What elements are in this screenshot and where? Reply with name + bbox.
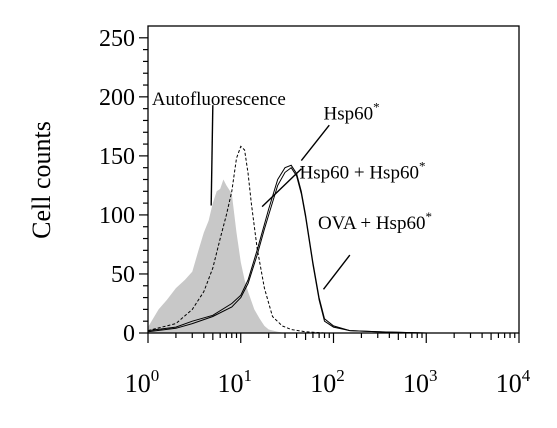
x-tick-label: 103 bbox=[403, 366, 438, 398]
annotation-leader-hsp60-plus-hsp60-star bbox=[261, 168, 302, 208]
y-tick-label: 50 bbox=[111, 262, 135, 288]
y-axis: 0 50 100 150 200 250 bbox=[99, 26, 148, 347]
y-tick-label: 250 bbox=[99, 26, 135, 52]
y-tick-label: 200 bbox=[99, 85, 135, 111]
annotation-autofluorescence: Autofluorescence bbox=[152, 89, 286, 110]
x-axis: 100 101 102 103 104 bbox=[125, 333, 531, 398]
annotation-leader-autofluorescence bbox=[210, 105, 214, 206]
y-axis-label: Cell counts bbox=[27, 121, 56, 239]
annotation-hsp60-star: Hsp60* bbox=[323, 99, 379, 124]
series-hsp60 bbox=[147, 166, 519, 334]
annotation-ova-plus-hsp60-star: OVA + Hsp60* bbox=[318, 209, 432, 234]
y-tick-label: 150 bbox=[99, 144, 135, 170]
annotation-leader-hsp60-star bbox=[300, 124, 330, 162]
series-layer bbox=[147, 145, 519, 334]
x-tick-label: 100 bbox=[125, 366, 160, 398]
series-ova-hsp60 bbox=[147, 164, 519, 334]
y-tick-label: 0 bbox=[123, 321, 135, 347]
x-tick-label: 101 bbox=[218, 366, 253, 398]
annotation-leader-ova-plus-hsp60-star bbox=[322, 254, 351, 290]
annotation-hsp60-plus-hsp60-star: Hsp60 + Hsp60* bbox=[300, 158, 426, 183]
x-tick-label: 104 bbox=[496, 366, 531, 398]
series-hsp60-hsp60 bbox=[147, 145, 350, 334]
y-tick-label: 100 bbox=[99, 203, 135, 229]
annotations: Autofluorescence Hsp60* Hsp60 + Hsp60* OVA … bbox=[152, 89, 432, 290]
x-tick-label: 102 bbox=[310, 366, 345, 398]
series-autofluorescence bbox=[148, 179, 297, 333]
